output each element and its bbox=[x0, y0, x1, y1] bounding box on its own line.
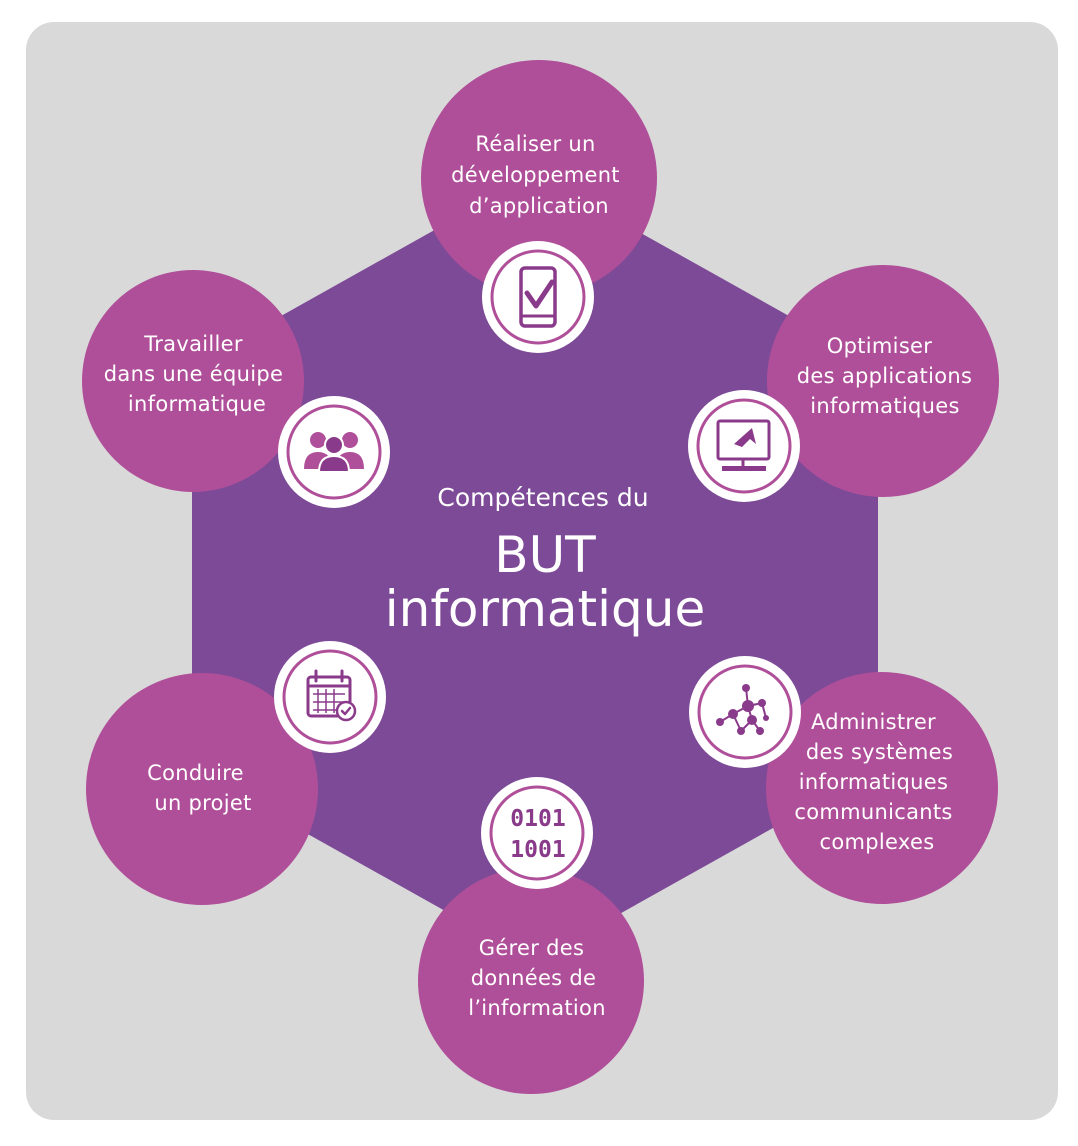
binary-data-icon: 0101 1001 bbox=[481, 777, 593, 889]
network-nodes-icon bbox=[689, 656, 801, 768]
satellite-circle-dev bbox=[421, 60, 657, 296]
satellite-circle-admin bbox=[766, 672, 998, 904]
competence-label-equipe: Travailler dans une équipe informatique bbox=[104, 332, 290, 416]
satellite-circle-projet bbox=[86, 673, 318, 905]
satellite-circle-equipe bbox=[82, 270, 304, 492]
competence-label-admin: Administrer des systèmes informatiques c… bbox=[794, 710, 960, 854]
mobile-check-icon bbox=[482, 241, 594, 353]
satellite-circle-optim bbox=[767, 265, 999, 497]
binary-line-1: 0101 bbox=[510, 806, 565, 832]
competence-label-optim: Optimiser des applications informatiques bbox=[797, 334, 979, 418]
team-users-icon bbox=[278, 396, 390, 508]
competence-label-dev: Réaliser un développement d’application bbox=[451, 132, 627, 218]
calendar-check-icon bbox=[274, 641, 386, 753]
center-title-line2: BUT bbox=[494, 526, 596, 584]
binary-line-2: 1001 bbox=[510, 837, 565, 863]
satellite-circle-data bbox=[418, 868, 644, 1094]
center-title-line1: Compétences du bbox=[437, 483, 648, 512]
center-title-line3: informatique bbox=[385, 580, 705, 638]
central-hexagon bbox=[192, 192, 878, 943]
monitor-cursor-icon bbox=[688, 390, 800, 502]
competence-label-projet: Conduire un projet bbox=[147, 761, 252, 815]
competence-label-data: Gérer des données de l’information bbox=[468, 936, 606, 1020]
